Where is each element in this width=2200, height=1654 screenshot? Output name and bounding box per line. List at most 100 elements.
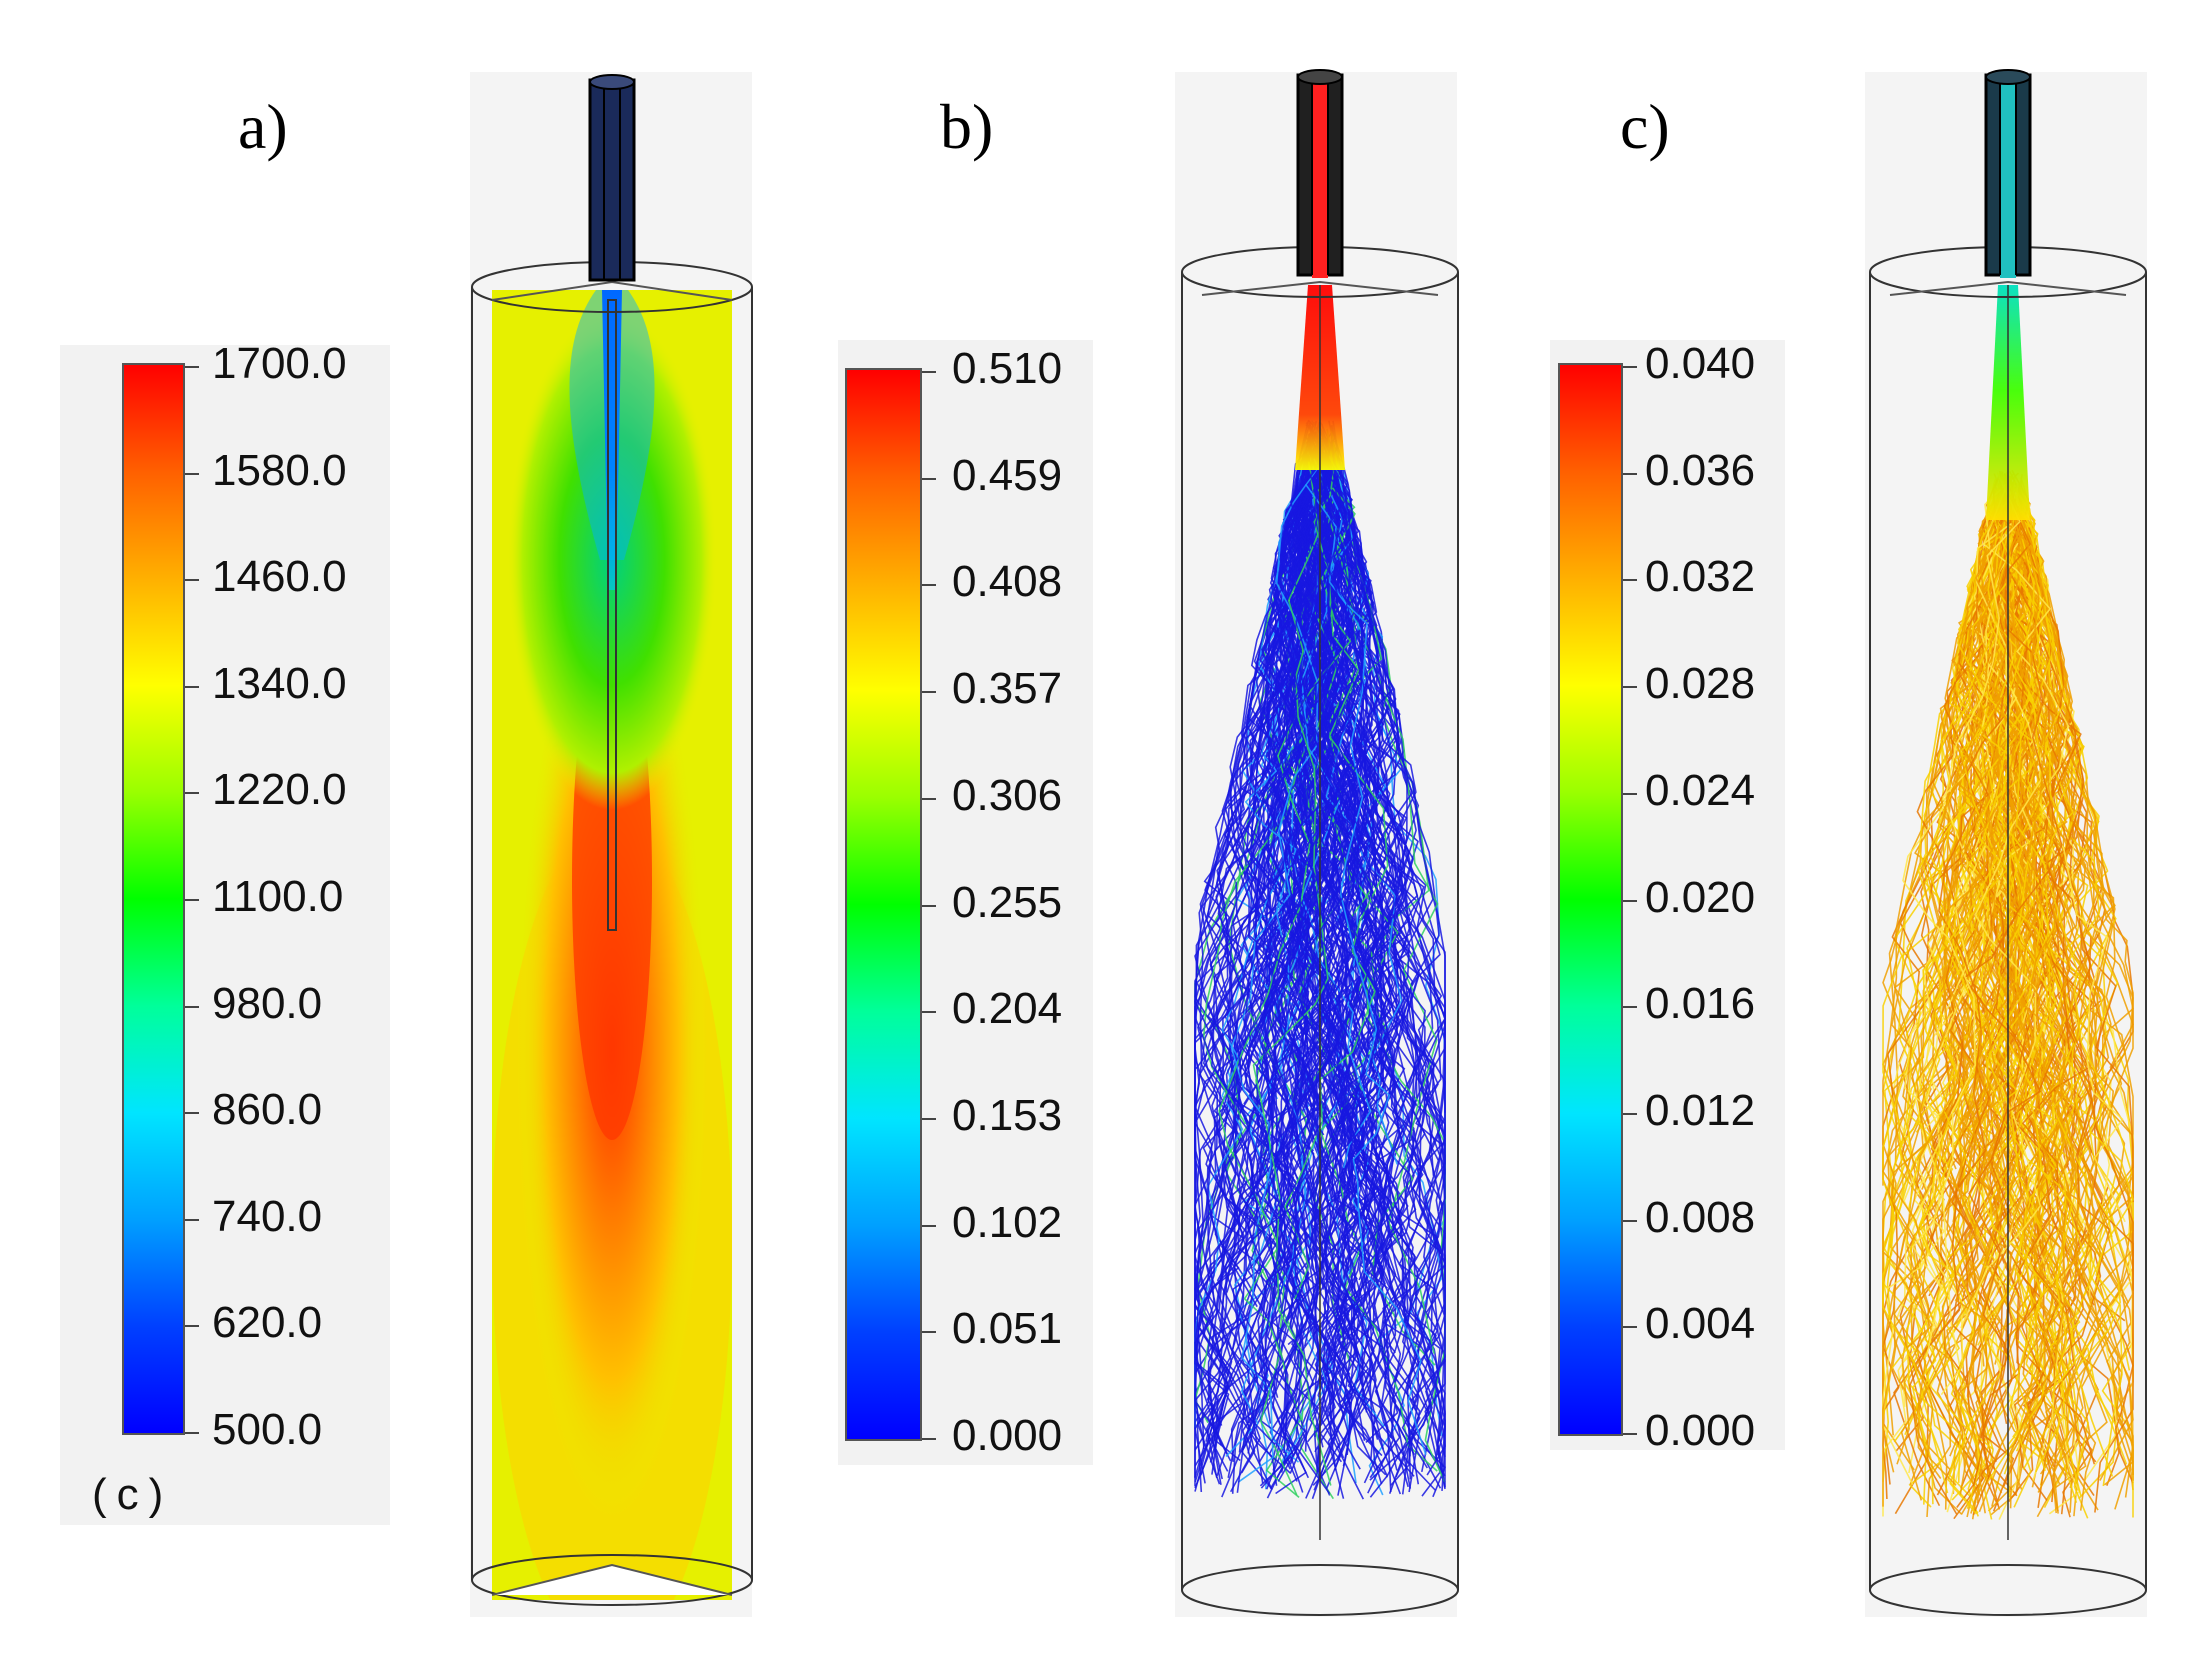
legend-tick-label: 0.255: [952, 877, 1063, 927]
particle-track: [1236, 498, 1413, 1493]
legend-tick-mark: [1623, 472, 1637, 475]
particle-track: [1304, 483, 1427, 1456]
particle-track: [2000, 536, 2050, 1179]
particle-track: [1925, 538, 2027, 1376]
legend-tick-label: 1220.0: [212, 765, 347, 815]
particle-track: [1277, 457, 1391, 1452]
legend-tick-label: 620.0: [212, 1298, 323, 1348]
legend-tick-label: 0.008: [1645, 1192, 1756, 1242]
legend-tick-mark: [1623, 899, 1637, 902]
legend-tick-label: 0.408: [952, 557, 1063, 607]
particle-track: [1230, 464, 1321, 1483]
legend-tick-label: 1100.0: [212, 872, 344, 921]
particle-track: [1991, 515, 2092, 1507]
legend-tick-label: 500.0: [212, 1405, 323, 1454]
particle-track: [1917, 540, 2015, 1479]
legend-tick-mark: [185, 472, 199, 475]
particle-track: [1228, 461, 1369, 1308]
legend-tick-mark: [185, 685, 199, 688]
legend-tick-label: 0.040: [1645, 339, 1756, 388]
legend-a-unit: (c): [92, 1470, 174, 1519]
legend-tick-mark: [1623, 1112, 1637, 1115]
legend-tick-label: 0.000: [1645, 1406, 1756, 1455]
particle-track: [1281, 496, 1351, 1316]
legend-tick-mark: [1623, 579, 1637, 582]
legend-tick-label: 0.036: [1645, 445, 1756, 495]
legend-tick-mark: [185, 1112, 199, 1115]
legend-tick-label: 0.306: [952, 770, 1063, 820]
legend-tick-label: 1580.0: [212, 445, 347, 495]
legend-tick-mark: [1623, 1006, 1637, 1009]
legend-tick-mark: [1623, 1219, 1637, 1222]
legend-tick-mark: [185, 366, 199, 368]
panel-label-c: c): [1620, 91, 1670, 162]
particle-track: [1953, 472, 2070, 1514]
legend-tick-mark: [185, 1005, 199, 1008]
particle-track: [1947, 512, 2062, 1284]
particle-track: [1905, 503, 2041, 1163]
particle-track: [1982, 489, 2126, 1223]
legend-tick-mark: [1623, 1326, 1637, 1329]
panel-label-a: a): [238, 91, 288, 162]
legend-tick-mark: [1623, 686, 1637, 689]
particle-track: [1298, 424, 1356, 1491]
particle-track: [1282, 493, 1397, 1499]
legend-tick-label: 0.051: [952, 1304, 1063, 1354]
particle-track: [1882, 525, 2000, 1494]
legend-tick-label: 0.024: [1645, 765, 1756, 815]
particle-track: [1290, 440, 1420, 1485]
legend-a-background: [60, 345, 390, 1525]
particle-track: [1992, 523, 2106, 1489]
particle-track: [1996, 532, 2089, 1504]
legend-tick-label: 0.102: [952, 1197, 1063, 1247]
reactor-a: [470, 72, 753, 1617]
reactor-b: [1175, 69, 1459, 1617]
legend-tick-mark: [922, 1331, 936, 1334]
particle-track: [1949, 497, 2037, 1515]
particle-track: [1292, 496, 1446, 1487]
legend-tick-mark: [1623, 366, 1637, 368]
legend-tick-label: 1340.0: [212, 658, 347, 708]
particle-track: [1896, 475, 2020, 1458]
legend-tick-mark: [922, 371, 936, 373]
particle-track: [1998, 536, 2114, 1473]
particle-track: [1202, 488, 1342, 1125]
legend-tick-label: 0.016: [1645, 979, 1756, 1029]
particle-track: [1941, 536, 2014, 1463]
legend-tick-mark: [185, 1218, 199, 1221]
particle-track: [1916, 536, 2035, 1300]
legend-tick-mark: [922, 584, 936, 587]
particle-track: [1205, 497, 1321, 1442]
legend-tick-mark: [185, 579, 199, 582]
particle-track: [1244, 496, 1338, 1448]
particle-track: [1993, 537, 2134, 1487]
panel-label-b: b): [940, 91, 994, 162]
legend-tick-mark: [185, 792, 199, 795]
particle-track: [1217, 492, 1312, 1333]
legend-tick-mark: [185, 1325, 199, 1328]
particle-track: [1194, 469, 1333, 1493]
legend-b-colorbar: [845, 368, 922, 1441]
legend-tick-label: 0.028: [1645, 659, 1756, 709]
particle-track: [2004, 480, 2134, 1493]
reactor-c: [1865, 69, 2147, 1617]
legend-c-colorbar: [1558, 363, 1623, 1436]
legend-tick-mark: [922, 1438, 936, 1440]
particle-track: [1975, 524, 2134, 1481]
legend-tick-mark: [922, 797, 936, 800]
legend-tick-mark: [922, 477, 936, 480]
particle-track: [1956, 498, 2122, 1477]
legend-tick-label: 0.020: [1645, 872, 1756, 922]
legend-tick-label: 1700.0: [212, 339, 347, 388]
particle-track: [1958, 533, 2134, 1291]
particle-track: [1313, 458, 1446, 1292]
particle-track: [1294, 462, 1397, 1439]
legend-tick-mark: [922, 1117, 936, 1120]
particle-track: [1194, 463, 1349, 1463]
legend-tick-mark: [1623, 1433, 1637, 1435]
particle-track: [1953, 485, 2089, 1519]
legend-tick-label: 0.000: [952, 1411, 1063, 1460]
particle-track: [1211, 441, 1330, 1478]
particle-track: [1298, 437, 1438, 1472]
legend-tick-mark: [185, 1432, 199, 1434]
